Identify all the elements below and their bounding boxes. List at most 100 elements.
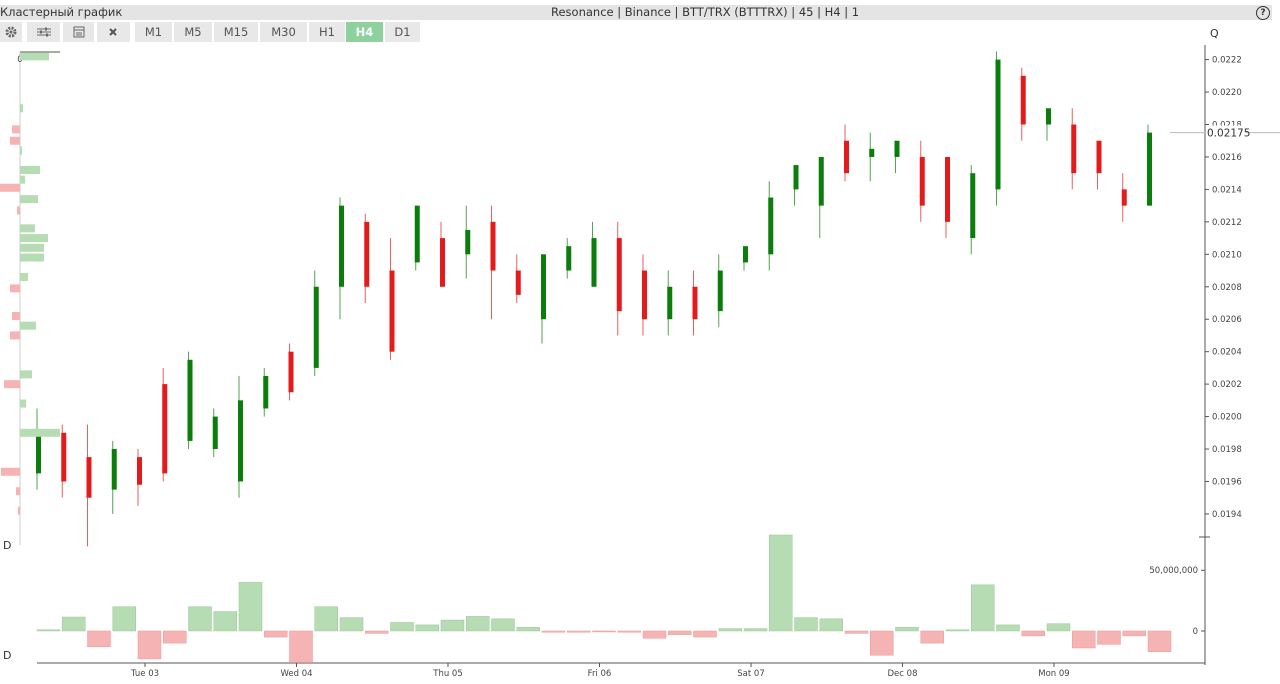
delta-bar — [668, 630, 692, 635]
delta-bar — [945, 629, 970, 632]
candle-body — [187, 359, 193, 441]
profile-bar — [1, 467, 20, 476]
profile-bar — [20, 253, 44, 262]
timeframe-button[interactable]: H4 — [346, 22, 383, 42]
profile-bar — [20, 195, 38, 204]
profile-bar — [20, 165, 40, 174]
instrument-title: Resonance | Binance | BTT/TRX (BTTTRX) |… — [551, 5, 860, 19]
candle-body — [818, 156, 824, 206]
delta-bar — [62, 616, 86, 632]
settings-button[interactable] — [0, 22, 22, 42]
profile-bar — [10, 331, 20, 340]
calendar-button[interactable] — [63, 22, 94, 42]
timeframe-button[interactable]: M1 — [135, 22, 172, 42]
candle-body — [339, 205, 344, 287]
timeframe-button[interactable]: M15 — [214, 22, 258, 42]
candle-body — [61, 432, 67, 482]
delta-axis-label: D — [3, 649, 11, 662]
y-tick-label: 0.0218 — [1212, 121, 1242, 131]
y-tick-label: 0.0222 — [1212, 56, 1242, 66]
delta-bar — [769, 534, 793, 632]
y-tick-label: 0.0200 — [1212, 413, 1242, 423]
delta-bar — [440, 619, 465, 632]
candle-body — [263, 376, 269, 409]
x-tick-label: Thu 05 — [432, 669, 462, 679]
candle-body — [515, 270, 521, 295]
delta-bar — [137, 630, 162, 660]
delta-bar — [996, 624, 1020, 632]
candle-body — [1020, 75, 1026, 125]
x-tick-label: Mon 09 — [1038, 669, 1069, 679]
delta-bar — [794, 617, 818, 632]
y-tick-label: 0.0216 — [1212, 153, 1242, 163]
profile-bar — [12, 311, 20, 320]
timeframe-button[interactable]: M30 — [260, 22, 307, 42]
candle-body — [945, 156, 950, 222]
profile-bar — [20, 146, 22, 155]
candle-body — [238, 400, 243, 482]
timeframe-button[interactable]: D1 — [385, 22, 420, 42]
profile-bar — [10, 284, 20, 293]
delta-bar — [567, 630, 591, 633]
profile-bar — [20, 104, 23, 113]
delta-bar — [36, 629, 61, 632]
y-tick-label: 0.0202 — [1212, 380, 1242, 390]
profile-bar — [20, 273, 28, 282]
x-tick-label: Fri 06 — [588, 669, 612, 679]
delta-bar — [163, 630, 187, 644]
timeframe-button[interactable]: M5 — [174, 22, 212, 42]
profile-bar — [20, 370, 32, 379]
profile-bar — [12, 125, 20, 134]
delta-bar — [971, 584, 995, 632]
x-tick-label: Wed 04 — [280, 669, 312, 679]
delta-bar — [516, 627, 540, 632]
profile-bar — [20, 175, 25, 184]
candle-body — [591, 238, 597, 287]
close-button[interactable] — [97, 22, 130, 42]
profile-bar — [20, 224, 35, 233]
candle-body — [313, 286, 319, 368]
delta-bar — [895, 627, 919, 632]
profile-bar — [20, 321, 36, 330]
candle-body — [465, 229, 471, 255]
profile-bar — [0, 183, 20, 192]
profile-axis-label: D — [3, 539, 11, 552]
x-tick-label: Sat 07 — [737, 669, 764, 679]
y-tick-label: 0.0206 — [1212, 315, 1242, 325]
candle-body — [1096, 140, 1102, 174]
candle-body — [616, 238, 622, 312]
profile-bar — [4, 380, 20, 389]
profile-bar — [10, 136, 20, 145]
price-axis-label: Q — [1210, 27, 1219, 40]
candle-body — [288, 351, 294, 393]
delta-bar — [1021, 630, 1045, 637]
candle-body — [995, 59, 1001, 190]
candle-body — [541, 254, 546, 320]
delta-bar — [819, 618, 843, 632]
candle-body — [566, 246, 572, 271]
candle-body — [137, 457, 142, 485]
last-price-label: 0.02175 — [1207, 128, 1250, 140]
candle-body — [111, 449, 117, 490]
candle-body — [667, 286, 673, 320]
profile-bar — [20, 234, 48, 243]
delta-bar — [491, 618, 515, 632]
timeframe-button[interactable]: H1 — [309, 22, 345, 42]
help-button[interactable]: ? — [1256, 6, 1270, 20]
y-tick-label: 0.0196 — [1212, 477, 1242, 487]
delta-bar — [289, 630, 313, 663]
y-tick-label: 0.0204 — [1212, 348, 1242, 358]
candle-body — [692, 286, 698, 320]
delta-bar — [920, 630, 944, 644]
filters-button[interactable] — [27, 22, 60, 42]
y-tick-label: 0.0194 — [1212, 510, 1242, 520]
delta-bar — [592, 630, 616, 633]
candle-body — [1147, 132, 1152, 206]
delta-bar — [1147, 630, 1172, 652]
delta-bar — [188, 606, 212, 632]
delta-bar — [238, 582, 263, 632]
candle-body — [389, 270, 395, 352]
profile-bar — [20, 52, 49, 61]
delta-bar — [264, 630, 288, 638]
